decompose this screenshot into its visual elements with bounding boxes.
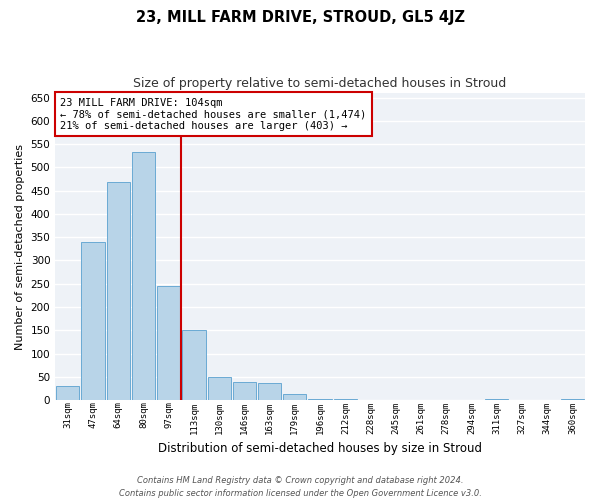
Bar <box>561 399 584 400</box>
Title: Size of property relative to semi-detached houses in Stroud: Size of property relative to semi-detach… <box>133 78 507 90</box>
Bar <box>82 242 104 400</box>
Bar <box>107 182 130 400</box>
Bar <box>208 377 231 400</box>
Bar <box>157 286 181 400</box>
Bar <box>334 399 357 400</box>
Bar <box>308 398 332 400</box>
Y-axis label: Number of semi-detached properties: Number of semi-detached properties <box>15 144 25 350</box>
Bar <box>258 383 281 400</box>
Text: Contains HM Land Registry data © Crown copyright and database right 2024.
Contai: Contains HM Land Registry data © Crown c… <box>119 476 481 498</box>
Bar <box>283 394 307 400</box>
Bar <box>485 399 508 400</box>
Text: 23 MILL FARM DRIVE: 104sqm
← 78% of semi-detached houses are smaller (1,474)
21%: 23 MILL FARM DRIVE: 104sqm ← 78% of semi… <box>61 98 367 131</box>
Bar <box>56 386 79 400</box>
Bar <box>182 330 206 400</box>
Bar <box>233 382 256 400</box>
X-axis label: Distribution of semi-detached houses by size in Stroud: Distribution of semi-detached houses by … <box>158 442 482 455</box>
Bar <box>132 152 155 400</box>
Text: 23, MILL FARM DRIVE, STROUD, GL5 4JZ: 23, MILL FARM DRIVE, STROUD, GL5 4JZ <box>136 10 464 25</box>
